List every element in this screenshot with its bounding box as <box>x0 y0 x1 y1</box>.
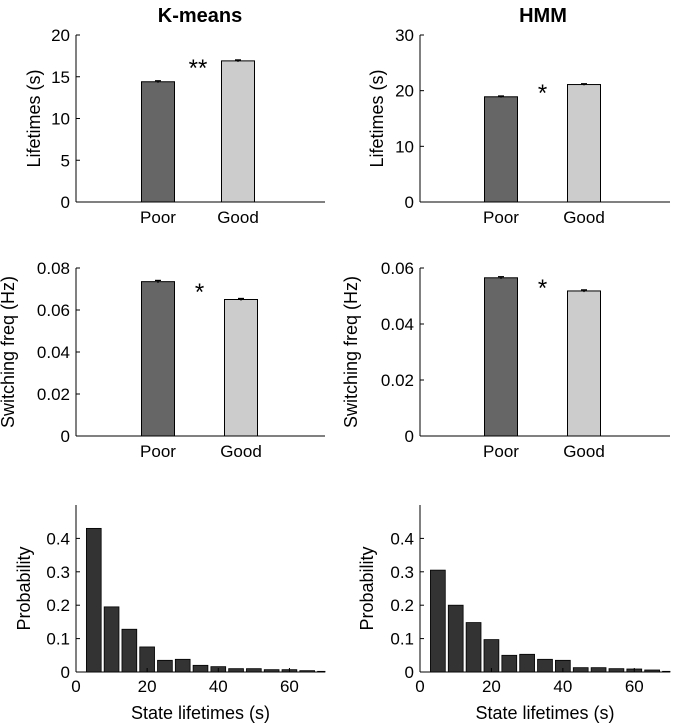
y-tick-label: 0.06 <box>37 301 70 320</box>
histogram-bar <box>644 669 660 673</box>
significance-marker: * <box>538 80 547 107</box>
significance-marker: * <box>538 275 547 302</box>
x-tick-label: Good <box>217 208 259 227</box>
histogram-bar <box>157 659 173 673</box>
x-tick-label: Poor <box>140 442 176 461</box>
histogram-bar <box>519 653 535 673</box>
bar-poor <box>484 277 518 437</box>
x-tick-label: 60 <box>625 677 644 696</box>
x-tick-label: Good <box>220 442 262 461</box>
bar-poor <box>141 81 175 203</box>
histogram-bar <box>103 606 120 673</box>
y-axis-label: Switching freq (Hz) <box>341 276 361 428</box>
y-tick-label: 0 <box>405 663 414 682</box>
y-tick-label: 30 <box>395 26 414 45</box>
bar-poor <box>141 281 175 437</box>
histogram-bar <box>121 628 138 673</box>
y-tick-label: 0.08 <box>37 259 70 278</box>
x-tick-label: 0 <box>415 677 424 696</box>
y-tick-label: 10 <box>51 110 70 129</box>
y-tick-label: 0.2 <box>390 596 414 615</box>
histogram-bar <box>608 668 625 673</box>
x-tick-label: Good <box>563 208 605 227</box>
x-tick-label: 20 <box>482 677 501 696</box>
significance-marker: * <box>195 279 204 306</box>
bar-good <box>567 84 601 203</box>
histogram-bar <box>299 670 316 673</box>
y-axis-label: Probability <box>14 546 34 630</box>
y-tick-label: 0.04 <box>37 343 70 362</box>
y-tick-label: 0.02 <box>381 371 414 390</box>
significance-marker: ** <box>189 55 208 82</box>
y-axis-label: Probability <box>357 546 377 630</box>
y-tick-label: 0.1 <box>390 630 414 649</box>
chart-kmeans-lifetimes: 0 5 10 15 20 Lifetimes (s) Poor Good ** <box>24 26 325 227</box>
x-tick-label: 40 <box>553 677 572 696</box>
x-axis-label: State lifetimes (s) <box>131 703 270 723</box>
bar-good <box>224 299 258 437</box>
histogram-bar <box>590 667 607 673</box>
x-tick-label: 20 <box>138 677 157 696</box>
y-tick-label: 10 <box>395 137 414 156</box>
y-axis-label: Lifetimes (s) <box>367 69 387 167</box>
y-tick-label: 0.04 <box>381 315 414 334</box>
x-tick-label: 0 <box>71 677 80 696</box>
chart-kmeans-switching: 0 0.02 0.04 0.06 0.08 Switching freq (Hz) Poor… <box>0 259 325 461</box>
y-tick-label: 0.3 <box>390 563 414 582</box>
y-tick-label: 20 <box>395 82 414 101</box>
histogram-bar <box>662 670 671 673</box>
histogram-bar <box>317 670 326 673</box>
y-tick-label: 0 <box>61 663 70 682</box>
y-tick-label: 0.02 <box>37 385 70 404</box>
x-axis-label: State lifetimes (s) <box>475 703 614 723</box>
y-tick-label: 0.1 <box>46 630 70 649</box>
y-tick-label: 0.3 <box>46 563 70 582</box>
chart-hmm-lifetimes: 0 10 20 30 Lifetimes (s) Poor Good * <box>367 26 670 227</box>
x-tick-label: 60 <box>280 677 299 696</box>
x-tick-label: 40 <box>209 677 228 696</box>
histogram-bar <box>430 569 446 673</box>
bar-good <box>567 290 601 437</box>
histogram-bar <box>465 622 482 673</box>
y-axis-label: Switching freq (Hz) <box>0 276 18 428</box>
histogram-bar <box>246 668 262 673</box>
bar-good <box>221 60 255 203</box>
chart-kmeans-histogram: 0 0.1 0.2 0.3 0.4 Probability 0 20 40 60 State lif… <box>14 505 326 723</box>
histogram-bar <box>192 664 209 673</box>
bar-poor <box>484 96 518 203</box>
histogram-bar <box>483 639 500 673</box>
y-tick-label: 0 <box>61 193 70 212</box>
histogram-bar <box>447 604 464 673</box>
x-tick-label: Poor <box>483 208 519 227</box>
chart-hmm-switching: 0 0.02 0.04 0.06 Switching freq (Hz) Poor Good… <box>341 259 670 461</box>
histogram-bar <box>537 658 553 673</box>
y-tick-label: 0 <box>61 427 70 446</box>
y-tick-label: 0 <box>405 193 414 212</box>
y-tick-label: 0.06 <box>381 259 414 278</box>
histogram-bar <box>501 654 518 673</box>
column-title-kmeans: K-means <box>158 5 242 27</box>
x-tick-label: Poor <box>140 208 176 227</box>
histogram-bar <box>228 668 244 673</box>
histogram-bar <box>85 527 102 673</box>
y-tick-label: 0.4 <box>390 529 414 548</box>
chart-hmm-histogram: 0 0.1 0.2 0.3 0.4 Probability 0 20 40 60 State lif… <box>357 505 671 723</box>
y-tick-label: 5 <box>61 151 70 170</box>
x-tick-label: Good <box>563 442 605 461</box>
y-tick-label: 0.4 <box>46 529 70 548</box>
x-tick-label: Poor <box>483 442 519 461</box>
y-tick-label: 20 <box>51 26 70 45</box>
y-tick-label: 0 <box>405 427 414 446</box>
histogram-bar <box>174 658 191 673</box>
histogram-bar <box>572 667 589 673</box>
y-tick-label: 0.2 <box>46 596 70 615</box>
y-tick-label: 15 <box>51 68 70 87</box>
histogram-bar <box>263 669 280 673</box>
y-axis-label: Lifetimes (s) <box>24 69 44 167</box>
column-title-hmm: HMM <box>519 5 567 27</box>
